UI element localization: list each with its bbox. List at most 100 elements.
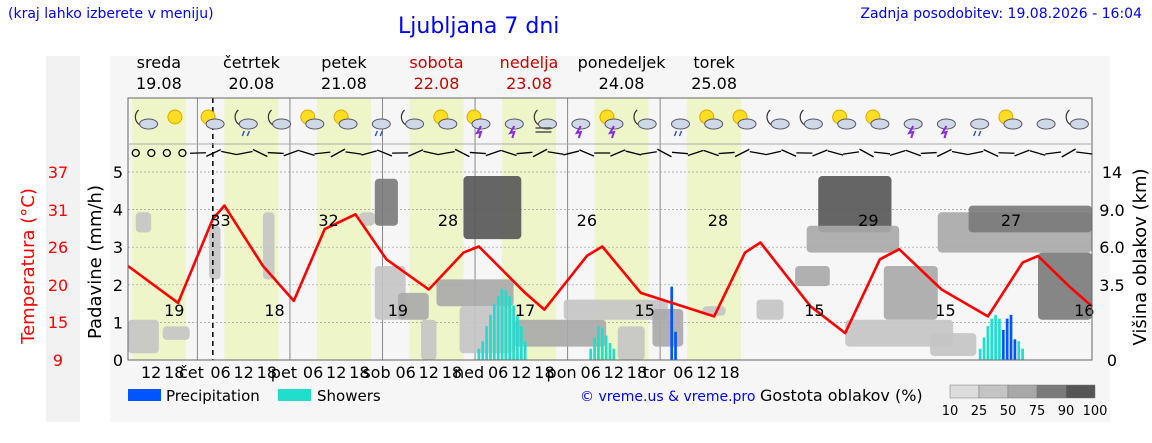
wind-barb-icon bbox=[734, 148, 750, 158]
temperature-label: 29 bbox=[858, 211, 878, 230]
wind-barb-icon bbox=[781, 149, 797, 157]
sun-thunder-icon bbox=[599, 109, 624, 139]
wind-barb-icon bbox=[610, 149, 626, 157]
hour-tick-label: 06 bbox=[395, 363, 415, 382]
thunder-icon bbox=[504, 118, 524, 139]
precip-tick-label: 5 bbox=[113, 163, 123, 182]
cloud-patch bbox=[513, 319, 607, 347]
precipitation-legend-swatch bbox=[128, 389, 161, 401]
day-name: četrtek bbox=[223, 53, 281, 72]
moon-fog-icon bbox=[533, 109, 557, 133]
wind-barb-icon bbox=[252, 148, 268, 158]
wind-barb-icon bbox=[469, 151, 486, 155]
precipitation-bar bbox=[1005, 318, 1009, 360]
cloud-density-label: Gostota oblakov (%) bbox=[760, 386, 923, 405]
wind-barb-icon bbox=[408, 149, 424, 157]
hour-tick-label: 12 bbox=[511, 363, 531, 382]
day-short-label: pon bbox=[547, 363, 577, 382]
sun-thunder-icon bbox=[466, 109, 491, 139]
day-date: 22.08 bbox=[414, 74, 460, 93]
temperature-label: 28 bbox=[438, 211, 458, 230]
wind-barb-icon bbox=[314, 151, 331, 155]
plot-frame bbox=[127, 97, 1093, 361]
shower-bar bbox=[612, 348, 616, 360]
temperature-tick-label: 9 bbox=[53, 351, 63, 370]
shower-bar bbox=[481, 341, 485, 360]
hour-tick-label: 06 bbox=[210, 363, 230, 382]
shower-bar bbox=[504, 290, 508, 360]
wind-barb-icon bbox=[267, 151, 284, 155]
day-name: petek bbox=[321, 53, 367, 72]
cloud-height-tick-label: 6.0 bbox=[1099, 238, 1124, 257]
shower-bar bbox=[1017, 341, 1021, 360]
temperature-label: 33 bbox=[210, 211, 230, 230]
wind-barb-icon bbox=[236, 150, 253, 156]
hour-tick-label: 18 bbox=[257, 363, 277, 382]
precip-tick-label: 4 bbox=[113, 201, 123, 220]
shower-bar bbox=[990, 318, 994, 360]
wind-barb-icon bbox=[579, 149, 595, 157]
hour-tick-label: 12 bbox=[326, 363, 346, 382]
day-date: 23.08 bbox=[506, 74, 552, 93]
hour-tick-label: 18 bbox=[534, 363, 554, 382]
moon-partly-cloudy-icon bbox=[799, 109, 823, 130]
day-name: sreda bbox=[137, 53, 181, 72]
wind-barb-icon bbox=[298, 150, 315, 156]
cloud-patch bbox=[374, 266, 406, 320]
wind-barb-icon bbox=[657, 148, 672, 158]
last-update: Zadnja posodobitev: 19.08.2026 - 16:04 bbox=[860, 6, 1142, 22]
shower-bar bbox=[523, 341, 527, 360]
cloud-patch bbox=[374, 178, 398, 226]
wind-barb-icon bbox=[485, 149, 502, 157]
precip-tick-label: 2 bbox=[113, 276, 123, 295]
shower-bar bbox=[978, 348, 982, 360]
day-date: 20.08 bbox=[228, 74, 274, 93]
wind-calm-icon bbox=[162, 148, 172, 158]
cloud-height-axis-label: Višina oblakov (km) bbox=[1130, 168, 1151, 345]
hour-tick-label: 18 bbox=[719, 363, 739, 382]
wind-barb-icon bbox=[189, 152, 206, 154]
hour-tick-label: 12 bbox=[141, 363, 161, 382]
precip-tick-label: 0 bbox=[113, 351, 123, 370]
day-short-label: tor bbox=[643, 363, 666, 382]
thunder-icon bbox=[571, 118, 591, 139]
sun-cloud-icon bbox=[732, 109, 757, 130]
cloud-height-tick-label: 9.0 bbox=[1099, 201, 1124, 220]
moon-partly-cloudy-icon bbox=[1065, 109, 1089, 130]
cloud-patch bbox=[421, 319, 437, 360]
cloud-density-level: 100 bbox=[1083, 404, 1108, 419]
shower-bar bbox=[508, 296, 512, 360]
shower-bar bbox=[489, 314, 492, 360]
thunder-icon bbox=[903, 118, 923, 139]
cloud-patch bbox=[818, 176, 892, 233]
credit-text: © vreme.us & vreme.pro bbox=[580, 389, 755, 405]
cloud-patch bbox=[397, 292, 429, 320]
moon-rain-icon bbox=[234, 109, 258, 137]
wind-barb-icon bbox=[842, 151, 860, 155]
precip-axis-label: Padavine (mm/h) bbox=[85, 185, 106, 339]
shower-bar bbox=[500, 288, 504, 360]
day-name: nedelja bbox=[500, 53, 559, 72]
sun-icon bbox=[167, 109, 183, 125]
temperature-line bbox=[127, 204, 1093, 335]
temperature-tick-label: 31 bbox=[48, 201, 68, 220]
temperature-tick-label: 26 bbox=[48, 238, 68, 257]
sun-cloud-icon bbox=[865, 109, 890, 130]
wind-barb-icon bbox=[1076, 151, 1093, 155]
cloud-height-tick-label: 0 bbox=[1107, 351, 1117, 370]
page-title: Ljubljana 7 dni bbox=[398, 14, 560, 39]
wind-barb-icon bbox=[454, 148, 470, 158]
wind-barb-icon bbox=[765, 150, 782, 156]
shower-bar bbox=[604, 335, 608, 360]
cloud-patch bbox=[135, 212, 152, 233]
shower-bar bbox=[1021, 348, 1024, 360]
wind-calm-icon bbox=[147, 148, 156, 158]
precip-tick-label: 3 bbox=[113, 238, 123, 257]
cloud-patch bbox=[883, 266, 938, 320]
cloud-density-swatch bbox=[1036, 384, 1067, 399]
rain-icon bbox=[970, 118, 990, 137]
day-short-label: pet bbox=[271, 363, 297, 382]
cloud-patch bbox=[563, 299, 668, 320]
day-date: 21.08 bbox=[321, 74, 367, 93]
